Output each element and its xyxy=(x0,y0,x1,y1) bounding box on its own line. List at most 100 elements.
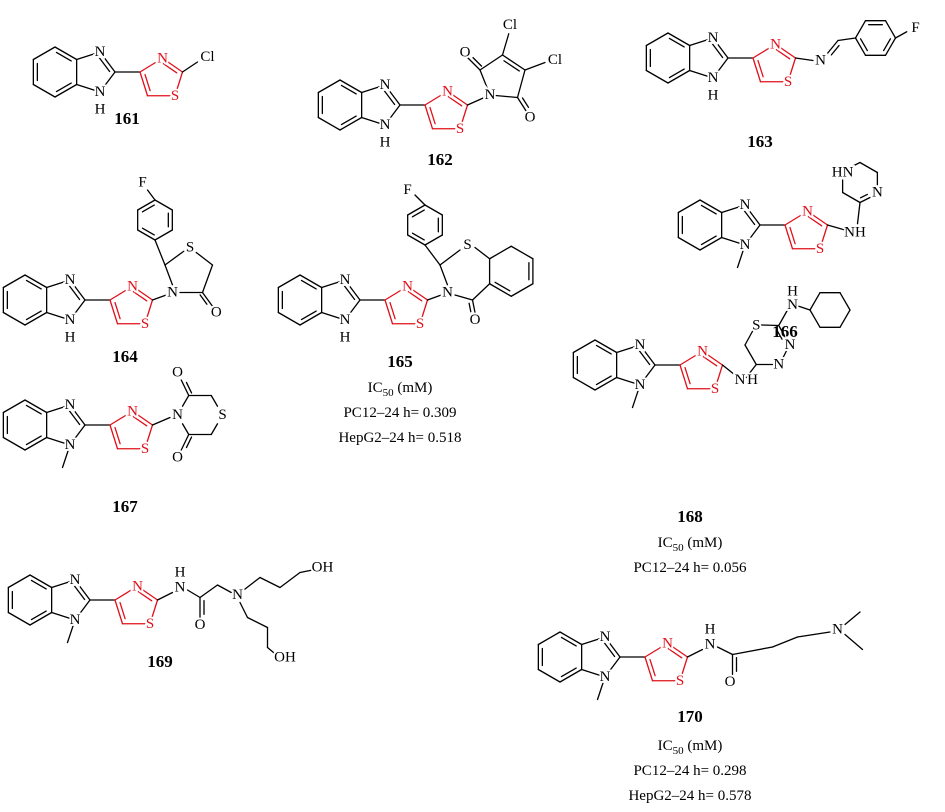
bond xyxy=(142,205,154,212)
atom-label: N xyxy=(175,580,186,596)
bond xyxy=(843,193,860,203)
bond xyxy=(525,63,545,71)
bond xyxy=(186,382,191,393)
bond xyxy=(186,437,191,448)
bond xyxy=(163,58,183,72)
atom-label: F xyxy=(911,20,919,36)
bond xyxy=(341,85,356,94)
bond xyxy=(77,52,100,60)
atom-label: OH xyxy=(312,560,334,576)
bond xyxy=(138,200,155,210)
atom-label: N xyxy=(785,337,796,353)
ic50-heading: IC50 (mM) xyxy=(658,535,723,554)
atom-label: O xyxy=(470,312,481,328)
bond xyxy=(831,46,839,55)
atom-label: O xyxy=(172,450,183,466)
bond xyxy=(163,63,177,72)
atom-label: N xyxy=(65,312,76,328)
bond xyxy=(47,280,70,288)
atom-label: O xyxy=(195,617,206,633)
bond xyxy=(700,200,722,213)
bond xyxy=(150,600,158,624)
bond xyxy=(344,286,354,300)
bond xyxy=(47,313,70,321)
bond xyxy=(573,378,595,391)
atom-label: H xyxy=(380,135,391,151)
bond xyxy=(645,643,668,657)
bond xyxy=(30,575,52,588)
bond xyxy=(145,75,150,91)
bond xyxy=(838,38,856,41)
bond xyxy=(175,72,183,96)
bond xyxy=(31,580,46,589)
bond xyxy=(110,286,133,300)
bond xyxy=(733,647,773,655)
bond xyxy=(425,245,440,265)
atom-label: S xyxy=(456,121,464,137)
bond xyxy=(69,286,79,300)
bond xyxy=(845,612,860,625)
atom-label: N xyxy=(70,612,81,628)
bond xyxy=(145,300,153,324)
bond xyxy=(777,330,782,339)
bond xyxy=(165,265,173,285)
bond xyxy=(74,586,84,600)
bond xyxy=(680,351,703,365)
bond xyxy=(70,280,85,300)
bond xyxy=(810,310,820,327)
bond xyxy=(384,91,394,105)
compound-number: 163 xyxy=(747,132,773,151)
bond xyxy=(322,280,345,288)
atom-label: N xyxy=(167,285,178,301)
bond xyxy=(722,238,745,246)
atom-label: N xyxy=(705,637,716,653)
bond xyxy=(511,246,533,259)
bond xyxy=(211,396,217,407)
bond xyxy=(56,52,71,60)
bond xyxy=(678,238,700,251)
bond xyxy=(390,303,395,319)
bond xyxy=(430,108,435,124)
bond xyxy=(115,600,123,624)
bond xyxy=(582,637,605,645)
atom-label: H xyxy=(747,372,758,388)
bond xyxy=(244,578,260,591)
bond xyxy=(455,295,473,300)
atom-label: N xyxy=(127,278,138,294)
atom-label: O xyxy=(525,110,536,126)
bond xyxy=(561,668,576,677)
compound-number: 165 xyxy=(387,352,413,371)
atom-label: N xyxy=(662,635,673,651)
bond xyxy=(713,58,728,78)
bond xyxy=(669,69,684,78)
bond xyxy=(268,648,276,654)
atom-label: S xyxy=(218,407,226,423)
bond xyxy=(133,286,153,300)
bond xyxy=(785,225,793,249)
molecule: N N N S NH N HN xyxy=(678,163,885,268)
ic50-base: IC xyxy=(368,380,383,396)
bond xyxy=(596,376,611,385)
atom-label: OH xyxy=(274,650,296,666)
bond xyxy=(860,163,877,173)
bond xyxy=(738,245,746,268)
bond xyxy=(25,438,47,451)
compound-number: 166 xyxy=(772,322,798,341)
atom-label: H xyxy=(65,330,76,346)
atom-label: S xyxy=(416,316,424,332)
bond xyxy=(138,586,158,600)
bond xyxy=(3,313,25,326)
bond xyxy=(605,657,620,677)
bond xyxy=(63,445,71,468)
bond xyxy=(408,235,425,245)
bond xyxy=(100,72,115,92)
atom-label: Cl xyxy=(503,17,517,33)
bond xyxy=(523,98,529,107)
bond xyxy=(595,378,617,391)
bond xyxy=(218,585,232,593)
bond xyxy=(560,632,582,645)
bond xyxy=(26,436,41,445)
